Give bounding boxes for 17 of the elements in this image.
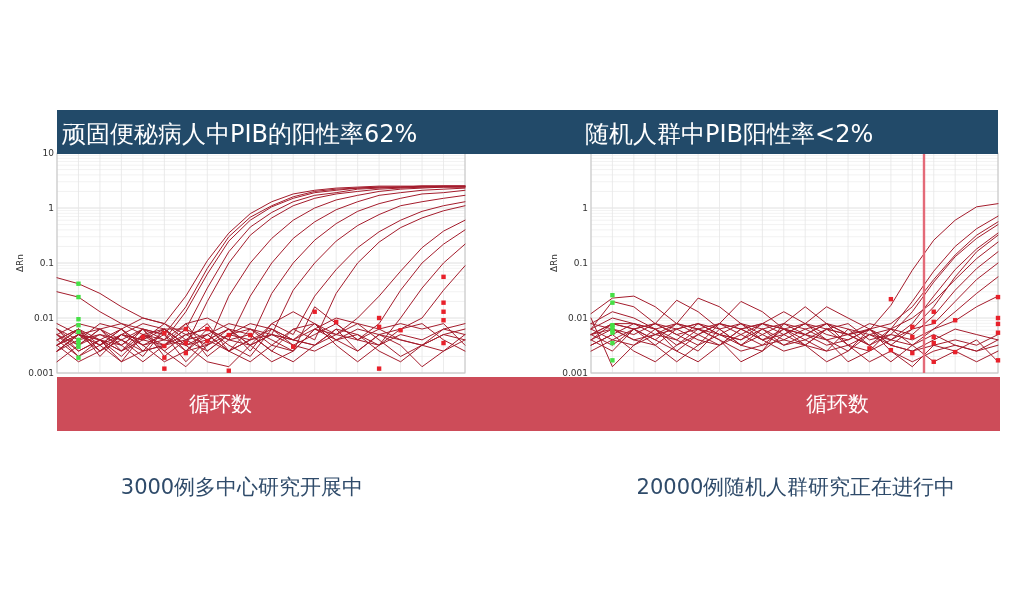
y-tick-label: 10 bbox=[42, 148, 55, 158]
text: 3000例多中心研究开展中 bbox=[120, 475, 364, 499]
y-tick-label: 0.1 bbox=[573, 258, 588, 268]
y-tick-label: 0.1 bbox=[39, 258, 54, 268]
y-tick-label: 0.001 bbox=[28, 368, 54, 378]
chart-title: 顽固便秘病人中PIB的阳性率62% bbox=[61, 120, 418, 148]
y-tick-label: 0.001 bbox=[562, 368, 588, 378]
y-tick-label: 0.01 bbox=[567, 313, 588, 323]
y-axis-title: ΔRn bbox=[549, 253, 559, 273]
y-tick-label: 1 bbox=[582, 203, 588, 213]
x-axis-title: 循环数 bbox=[188, 392, 252, 416]
chart-title: 随机人群中PIB阳性率<2% bbox=[585, 120, 874, 148]
y-axis-title: ΔRn bbox=[15, 253, 25, 273]
y-tick-label: 0.01 bbox=[33, 313, 54, 323]
x-axis-title: 循环数 bbox=[805, 392, 869, 416]
text: 20000例随机人群研究正在进行中 bbox=[636, 475, 956, 499]
y-tick-label: 1 bbox=[48, 203, 54, 213]
